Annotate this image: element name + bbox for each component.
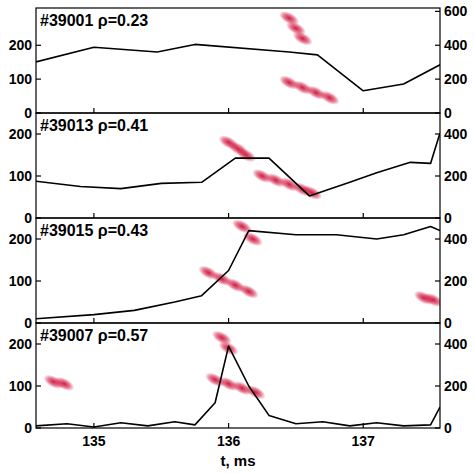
y2-tick-label: 0 bbox=[444, 315, 452, 331]
y2-tick-label: 0 bbox=[444, 105, 452, 121]
y-tick-label: 0 bbox=[24, 315, 32, 331]
y2-tick-label: 200 bbox=[444, 168, 468, 184]
y-tick-label: 200 bbox=[9, 336, 33, 352]
y2-tick bbox=[435, 175, 440, 176]
x-tick-label: 137 bbox=[352, 433, 376, 449]
y2-tick-label: 0 bbox=[444, 210, 452, 226]
y2-tick bbox=[435, 427, 440, 428]
y-tick-label: 0 bbox=[24, 420, 32, 436]
figure: 0 100 200 0 200 400 600 #39001 ρ=0.23 0 100 200 0 20… bbox=[0, 0, 474, 474]
x-tick bbox=[93, 213, 94, 218]
panel-title: #39013 ρ=0.41 bbox=[40, 117, 148, 134]
y2-tick-label: 400 bbox=[444, 126, 468, 142]
line bbox=[36, 226, 440, 318]
y2-tick-label: 400 bbox=[444, 37, 468, 53]
line bbox=[36, 44, 440, 90]
panel: 0 100 200 0 200 400 600 #39001 ρ=0.23 bbox=[9, 3, 468, 121]
y2-tick bbox=[435, 133, 440, 134]
y-tick-label: 200 bbox=[9, 231, 33, 247]
y2-tick bbox=[435, 343, 440, 344]
plot-area bbox=[36, 132, 440, 202]
x-tick bbox=[228, 423, 229, 428]
y-tick-label: 200 bbox=[9, 37, 33, 53]
x-tick bbox=[93, 318, 94, 323]
panel: 0 100 200 0 200 400 #39013 ρ=0.41 bbox=[9, 113, 468, 226]
y-tick-label: 100 bbox=[9, 273, 33, 289]
panel: 0 100 200 0 200 400 #39015 ρ=0.43 bbox=[9, 216, 468, 331]
line bbox=[36, 346, 440, 427]
panel-title: #39001 ρ=0.23 bbox=[40, 12, 148, 29]
spectrum-blob bbox=[236, 281, 261, 301]
frame bbox=[36, 8, 440, 113]
panel-title: #39015 ρ=0.43 bbox=[40, 222, 148, 239]
y2-tick bbox=[435, 385, 440, 386]
y2-tick bbox=[435, 11, 440, 12]
y-tick-label: 0 bbox=[24, 210, 32, 226]
y2-tick-label: 600 bbox=[444, 3, 468, 19]
y2-tick bbox=[435, 45, 440, 46]
plot-area bbox=[36, 218, 440, 319]
spectrum-blob bbox=[421, 290, 440, 310]
x-tick bbox=[363, 318, 364, 323]
spectrum-blob bbox=[234, 145, 259, 165]
frame bbox=[36, 113, 440, 218]
y-tick bbox=[36, 385, 41, 386]
plot-area bbox=[36, 328, 440, 427]
spectrum-blob bbox=[290, 28, 315, 48]
y2-tick-label: 400 bbox=[444, 336, 468, 352]
panel-title: #39007 ρ=0.57 bbox=[40, 327, 148, 344]
y2-tick-label: 200 bbox=[444, 378, 468, 394]
y-tick bbox=[36, 175, 41, 176]
y2-tick bbox=[435, 79, 440, 80]
y2-tick-label: 400 bbox=[444, 231, 468, 247]
spectrum-blob bbox=[52, 374, 77, 394]
x-tick bbox=[363, 108, 364, 113]
x-axis-title: t, ms bbox=[220, 452, 255, 469]
y2-tick-label: 200 bbox=[444, 71, 468, 87]
frame bbox=[36, 218, 440, 323]
line bbox=[36, 133, 440, 196]
y2-tick-label: 200 bbox=[444, 273, 468, 289]
y-tick-label: 0 bbox=[24, 105, 32, 121]
spectrum-blob bbox=[243, 382, 268, 402]
frame bbox=[36, 323, 440, 428]
y2-tick bbox=[435, 280, 440, 281]
x-tick bbox=[363, 213, 364, 218]
y2-tick-label: 0 bbox=[444, 420, 452, 436]
x-tick bbox=[228, 318, 229, 323]
panel: 135 136 137 0 100 200 0 200 400 #39007 ρ=0.57 t, m… bbox=[9, 323, 468, 469]
spectrum-blob bbox=[317, 88, 342, 108]
y-tick bbox=[36, 45, 41, 46]
x-tick-label: 135 bbox=[82, 433, 106, 449]
x-tick bbox=[228, 108, 229, 113]
y-tick bbox=[36, 280, 41, 281]
x-tick bbox=[228, 213, 229, 218]
y2-tick bbox=[435, 238, 440, 239]
x-tick-label: 136 bbox=[217, 433, 241, 449]
y-tick-label: 200 bbox=[9, 126, 33, 142]
y-tick-label: 100 bbox=[9, 168, 33, 184]
y-tick bbox=[36, 427, 41, 428]
y-tick bbox=[36, 79, 41, 80]
plot-area bbox=[36, 8, 440, 108]
y-tick-label: 100 bbox=[9, 378, 33, 394]
x-tick bbox=[363, 423, 364, 428]
x-tick bbox=[93, 423, 94, 428]
y-tick-label: 100 bbox=[9, 71, 33, 87]
x-tick bbox=[93, 108, 94, 113]
